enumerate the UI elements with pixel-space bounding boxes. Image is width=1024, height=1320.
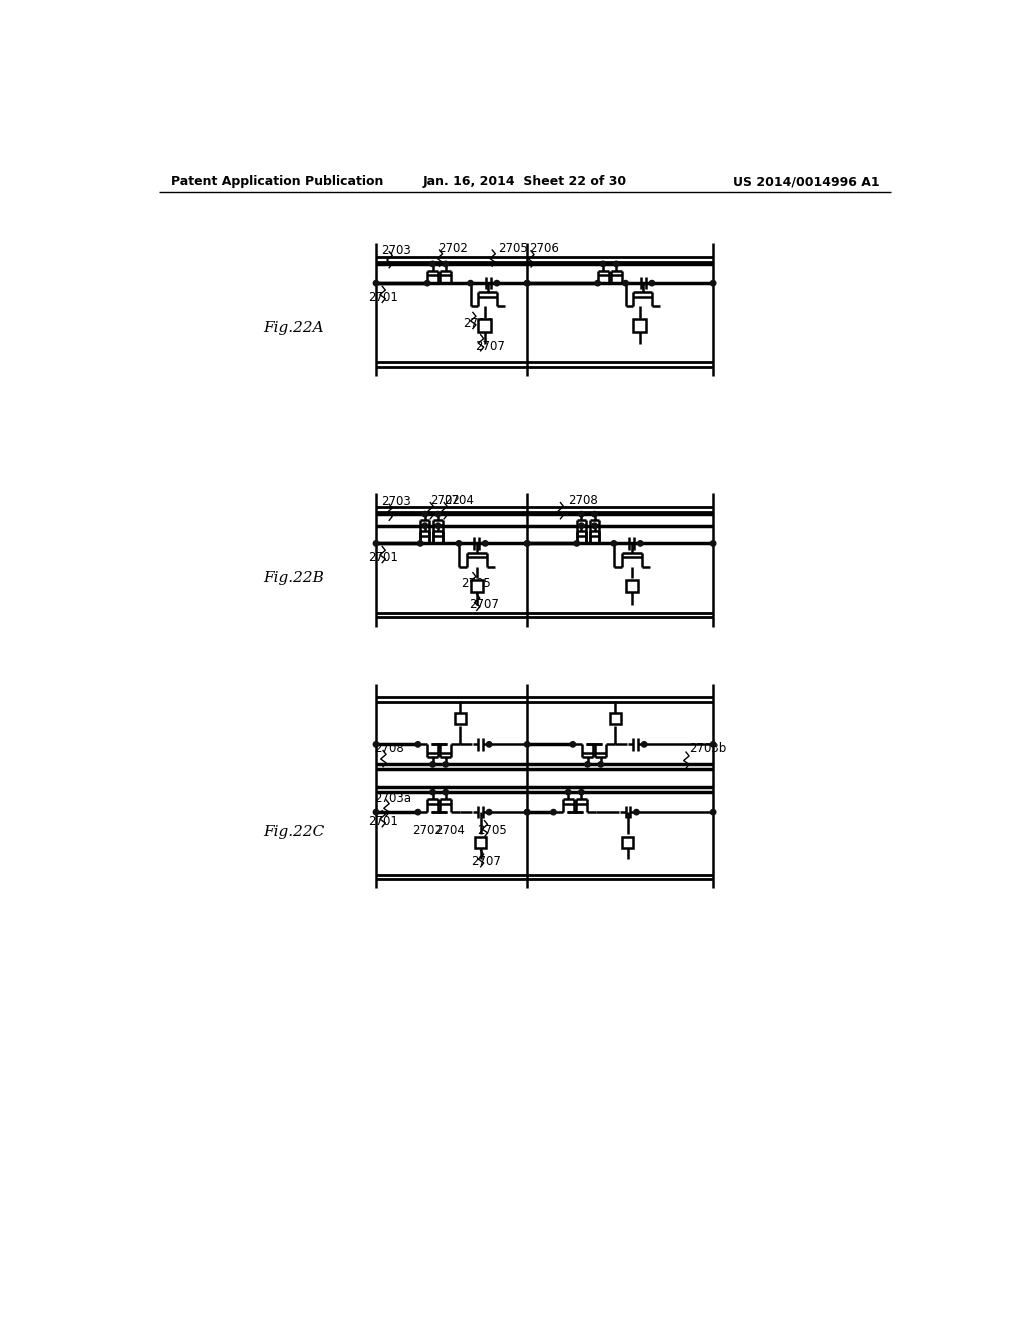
Text: Fig.22A: Fig.22A xyxy=(263,321,325,335)
Text: 2705: 2705 xyxy=(461,577,490,590)
Circle shape xyxy=(486,742,492,747)
Circle shape xyxy=(422,523,428,528)
Text: 2702: 2702 xyxy=(412,824,441,837)
Bar xyxy=(626,579,638,591)
Circle shape xyxy=(579,511,584,517)
Text: 2707: 2707 xyxy=(471,855,501,869)
Circle shape xyxy=(595,280,600,286)
Text: 2705: 2705 xyxy=(477,824,507,837)
Bar xyxy=(471,579,483,591)
Circle shape xyxy=(570,742,575,747)
Circle shape xyxy=(579,523,584,528)
Circle shape xyxy=(430,261,435,267)
Text: 2708: 2708 xyxy=(375,742,404,755)
Bar xyxy=(478,319,490,331)
Circle shape xyxy=(418,541,423,546)
Circle shape xyxy=(711,280,716,286)
Circle shape xyxy=(711,541,716,546)
Circle shape xyxy=(430,789,435,795)
Circle shape xyxy=(443,789,449,795)
Circle shape xyxy=(623,280,629,286)
Text: 2702: 2702 xyxy=(438,242,468,255)
Text: 2704: 2704 xyxy=(435,824,465,837)
Circle shape xyxy=(524,280,529,286)
Text: 2701: 2701 xyxy=(369,814,398,828)
Circle shape xyxy=(565,789,571,795)
Circle shape xyxy=(551,809,556,814)
Text: 2703: 2703 xyxy=(381,243,412,256)
Circle shape xyxy=(443,261,449,267)
Text: Fig.22B: Fig.22B xyxy=(263,572,325,585)
Circle shape xyxy=(374,742,379,747)
Text: 2705: 2705 xyxy=(499,242,528,255)
Text: 2704: 2704 xyxy=(463,317,493,330)
Text: 2704: 2704 xyxy=(444,494,474,507)
Circle shape xyxy=(592,511,597,517)
Text: Fig.22C: Fig.22C xyxy=(263,825,325,840)
Circle shape xyxy=(430,762,435,767)
Circle shape xyxy=(649,280,654,286)
Circle shape xyxy=(600,261,606,267)
Circle shape xyxy=(435,511,440,517)
Circle shape xyxy=(613,261,618,267)
Text: 2702: 2702 xyxy=(430,494,460,507)
Text: 2707: 2707 xyxy=(469,598,499,611)
Text: 2708: 2708 xyxy=(568,494,598,507)
Bar xyxy=(455,713,466,723)
Circle shape xyxy=(486,809,492,814)
Text: 2707: 2707 xyxy=(475,339,505,352)
Text: 2703b: 2703b xyxy=(689,742,726,755)
Circle shape xyxy=(495,280,500,286)
Text: 2703a: 2703a xyxy=(375,792,412,805)
Circle shape xyxy=(457,541,462,546)
Circle shape xyxy=(711,742,716,747)
Circle shape xyxy=(422,511,428,517)
Circle shape xyxy=(711,809,716,814)
Bar xyxy=(633,319,646,331)
Circle shape xyxy=(435,523,440,528)
Circle shape xyxy=(598,762,603,767)
Circle shape xyxy=(374,280,379,286)
Circle shape xyxy=(374,809,379,814)
Circle shape xyxy=(524,809,529,814)
Text: Jan. 16, 2014  Sheet 22 of 30: Jan. 16, 2014 Sheet 22 of 30 xyxy=(423,176,627,187)
Circle shape xyxy=(415,742,421,747)
Circle shape xyxy=(374,541,379,546)
Text: 2701: 2701 xyxy=(369,290,398,304)
Circle shape xyxy=(641,742,647,747)
Circle shape xyxy=(574,541,580,546)
Circle shape xyxy=(579,789,584,795)
Bar xyxy=(475,837,486,847)
Text: 2703: 2703 xyxy=(381,495,412,508)
Circle shape xyxy=(415,809,421,814)
Circle shape xyxy=(482,541,488,546)
Circle shape xyxy=(524,541,529,546)
Text: Patent Application Publication: Patent Application Publication xyxy=(171,176,383,187)
Circle shape xyxy=(611,541,616,546)
Circle shape xyxy=(592,523,597,528)
Text: 2706: 2706 xyxy=(529,242,559,255)
Circle shape xyxy=(524,541,529,546)
Text: US 2014/0014996 A1: US 2014/0014996 A1 xyxy=(733,176,880,187)
Circle shape xyxy=(638,541,643,546)
Circle shape xyxy=(585,762,590,767)
Text: 2701: 2701 xyxy=(369,550,398,564)
Bar xyxy=(623,837,633,847)
Circle shape xyxy=(468,280,473,286)
Circle shape xyxy=(443,762,449,767)
Circle shape xyxy=(524,280,529,286)
Circle shape xyxy=(524,809,529,814)
Bar xyxy=(610,713,621,723)
Circle shape xyxy=(424,280,430,286)
Circle shape xyxy=(634,809,639,814)
Circle shape xyxy=(524,742,529,747)
